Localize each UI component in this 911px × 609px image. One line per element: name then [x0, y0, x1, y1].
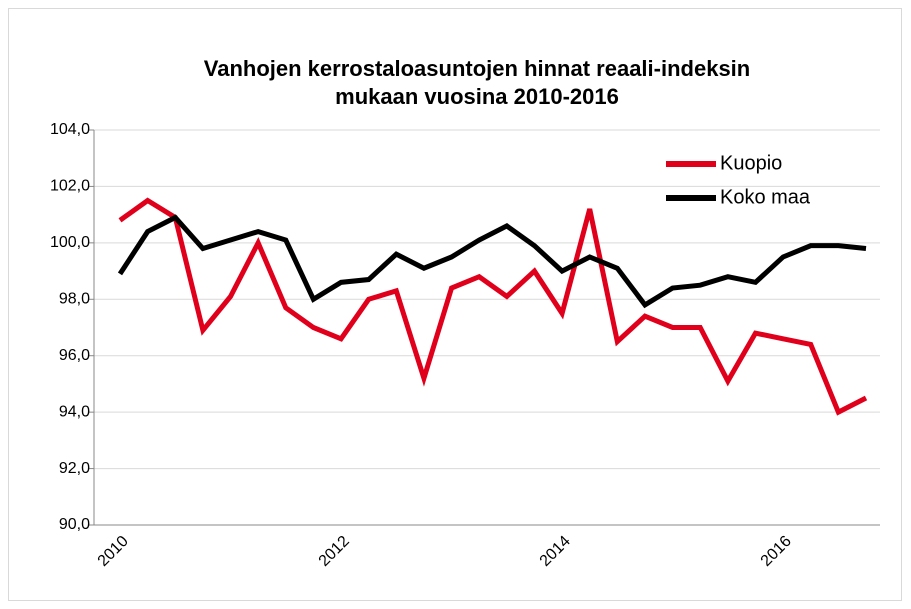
series-line: [117, 214, 867, 309]
chart-border: [8, 8, 902, 601]
y-tick-label: 94,0: [59, 403, 90, 420]
y-tick-label: 98,0: [59, 291, 90, 308]
y-tick-label: 96,0: [59, 347, 90, 364]
series-line: [118, 197, 868, 416]
y-tick-label: 104,0: [50, 121, 90, 138]
y-tick-label: 102,0: [50, 178, 90, 195]
y-tick-label: 92,0: [59, 460, 90, 477]
y-tick-label: 100,0: [50, 234, 90, 251]
legend-label: Kuopio: [720, 152, 782, 174]
chart-title: Vanhojen kerrostaloasuntojen hinnat reaa…: [204, 56, 750, 109]
legend-label: Koko maa: [720, 186, 811, 208]
y-tick-label: 90,0: [59, 516, 90, 533]
